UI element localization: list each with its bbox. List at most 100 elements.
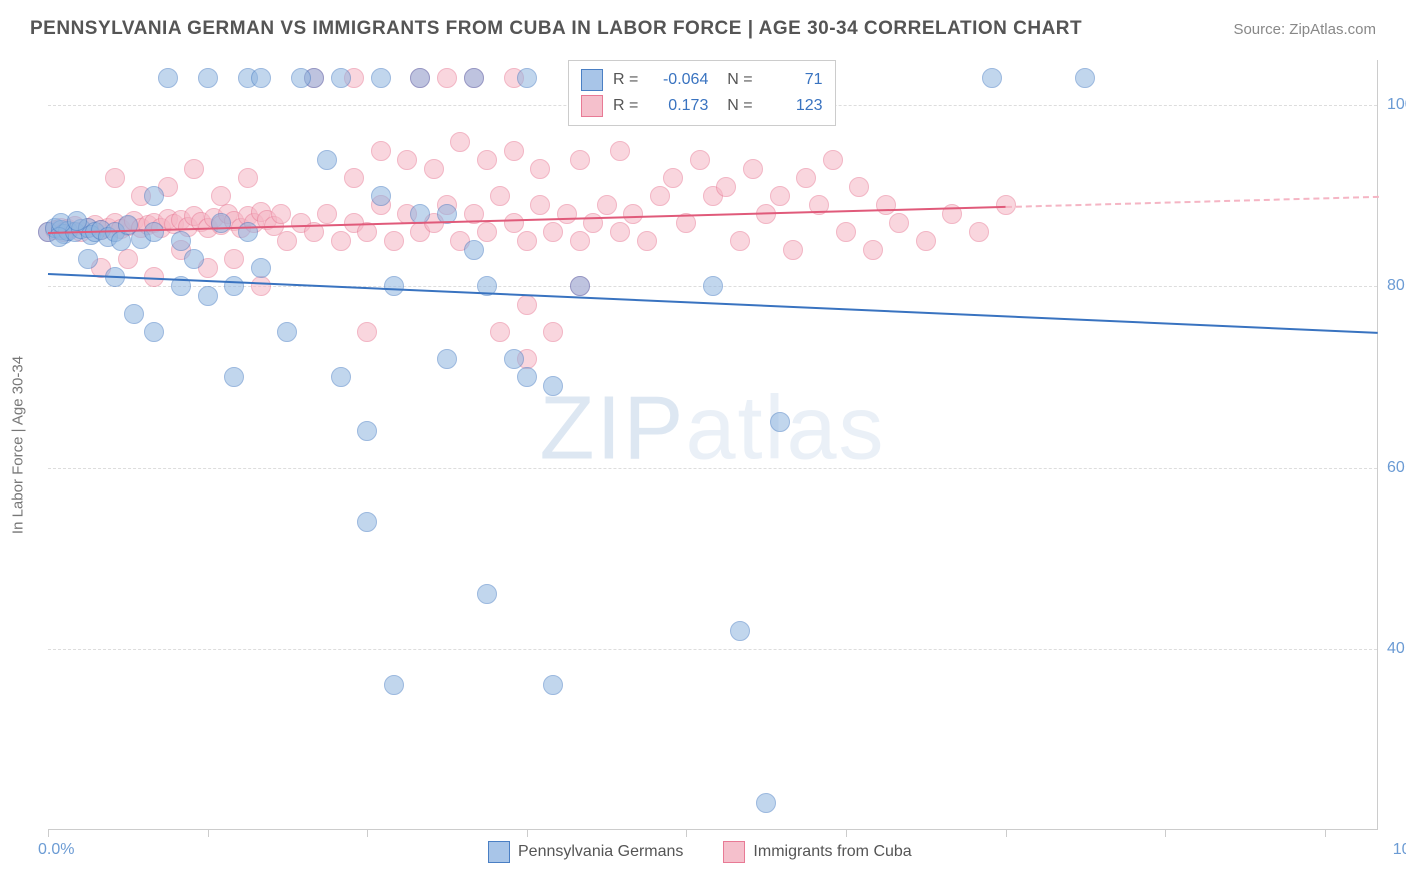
data-point-pink xyxy=(517,295,537,315)
data-point-pink xyxy=(863,240,883,260)
data-point-blue xyxy=(67,211,87,231)
data-point-blue xyxy=(198,286,218,306)
data-point-blue xyxy=(251,258,271,278)
data-point-blue xyxy=(317,150,337,170)
legend-row-pink: R = 0.173 N = 123 xyxy=(581,93,823,119)
data-point-blue xyxy=(464,240,484,260)
data-point-pink xyxy=(597,195,617,215)
data-point-blue xyxy=(703,276,723,296)
legend-item-blue: Pennsylvania Germans xyxy=(488,841,683,863)
data-point-pink xyxy=(437,68,457,88)
data-point-pink xyxy=(770,186,790,206)
stat-r-label: R = xyxy=(613,97,638,115)
x-tick xyxy=(846,829,847,837)
data-point-blue xyxy=(331,367,351,387)
data-point-pink xyxy=(105,168,125,188)
swatch-blue-icon xyxy=(488,841,510,863)
x-tick xyxy=(208,829,209,837)
data-point-blue xyxy=(437,349,457,369)
y-tick-label: 80.0% xyxy=(1387,277,1406,295)
data-point-pink xyxy=(384,231,404,251)
data-point-pink xyxy=(344,168,364,188)
gridline xyxy=(48,468,1377,469)
data-point-pink xyxy=(650,186,670,206)
data-point-pink xyxy=(424,159,444,179)
data-point-pink xyxy=(517,231,537,251)
legend-label-blue: Pennsylvania Germans xyxy=(518,843,683,861)
x-tick xyxy=(527,829,528,837)
data-point-pink xyxy=(570,150,590,170)
data-point-blue xyxy=(756,793,776,813)
data-point-pink xyxy=(637,231,657,251)
x-tick xyxy=(367,829,368,837)
stat-r-label: R = xyxy=(613,71,638,89)
data-point-blue xyxy=(517,367,537,387)
data-point-blue xyxy=(371,68,391,88)
chart-title: PENNSYLVANIA GERMAN VS IMMIGRANTS FROM C… xyxy=(30,18,1082,40)
data-point-pink xyxy=(238,168,258,188)
x-tick xyxy=(1325,829,1326,837)
source-label: Source: ZipAtlas.com xyxy=(1233,21,1376,38)
data-point-pink xyxy=(823,150,843,170)
data-point-pink xyxy=(557,204,577,224)
gridline xyxy=(48,649,1377,650)
data-point-blue xyxy=(357,421,377,441)
x-axis-end-label: 100.0% xyxy=(1393,841,1406,859)
data-point-pink xyxy=(783,240,803,260)
data-point-pink xyxy=(849,177,869,197)
data-point-pink xyxy=(916,231,936,251)
data-point-blue xyxy=(357,512,377,532)
data-point-pink xyxy=(623,204,643,224)
data-point-pink xyxy=(570,231,590,251)
data-point-blue xyxy=(144,186,164,206)
data-point-blue xyxy=(371,186,391,206)
data-point-blue xyxy=(171,231,191,251)
data-point-blue xyxy=(384,675,404,695)
data-point-blue xyxy=(144,222,164,242)
data-point-pink xyxy=(277,231,297,251)
data-point-blue xyxy=(384,276,404,296)
data-point-pink xyxy=(610,222,630,242)
data-point-pink xyxy=(504,213,524,233)
data-point-pink xyxy=(331,231,351,251)
swatch-pink-icon xyxy=(723,841,745,863)
data-point-blue xyxy=(464,68,484,88)
data-point-blue xyxy=(291,68,311,88)
x-tick xyxy=(48,829,49,837)
data-point-blue xyxy=(504,349,524,369)
data-point-blue xyxy=(982,68,1002,88)
data-point-pink xyxy=(271,204,291,224)
trend-line xyxy=(1006,196,1378,208)
data-point-blue xyxy=(410,68,430,88)
data-point-blue xyxy=(770,412,790,432)
data-point-blue xyxy=(543,675,563,695)
stat-r-pink: 0.173 xyxy=(648,97,708,115)
data-point-pink xyxy=(730,231,750,251)
data-point-pink xyxy=(743,159,763,179)
data-point-pink xyxy=(477,222,497,242)
legend-row-blue: R = -0.064 N = 71 xyxy=(581,67,823,93)
data-point-pink xyxy=(690,150,710,170)
data-point-pink xyxy=(969,222,989,242)
data-point-pink xyxy=(224,249,244,269)
data-point-pink xyxy=(610,141,630,161)
data-point-pink xyxy=(397,150,417,170)
data-point-pink xyxy=(317,204,337,224)
data-point-pink xyxy=(530,159,550,179)
legend-item-pink: Immigrants from Cuba xyxy=(723,841,911,863)
data-point-blue xyxy=(184,249,204,269)
data-point-pink xyxy=(504,141,524,161)
data-point-blue xyxy=(517,68,537,88)
x-tick xyxy=(1165,829,1166,837)
data-point-pink xyxy=(490,322,510,342)
data-point-blue xyxy=(211,213,231,233)
data-point-pink xyxy=(357,322,377,342)
data-point-pink xyxy=(716,177,736,197)
correlation-legend: R = -0.064 N = 71 R = 0.173 N = 123 xyxy=(568,60,836,126)
data-point-blue xyxy=(158,68,178,88)
data-point-pink xyxy=(118,249,138,269)
data-point-pink xyxy=(477,150,497,170)
data-point-blue xyxy=(124,304,144,324)
data-point-blue xyxy=(238,222,258,242)
data-point-pink xyxy=(530,195,550,215)
